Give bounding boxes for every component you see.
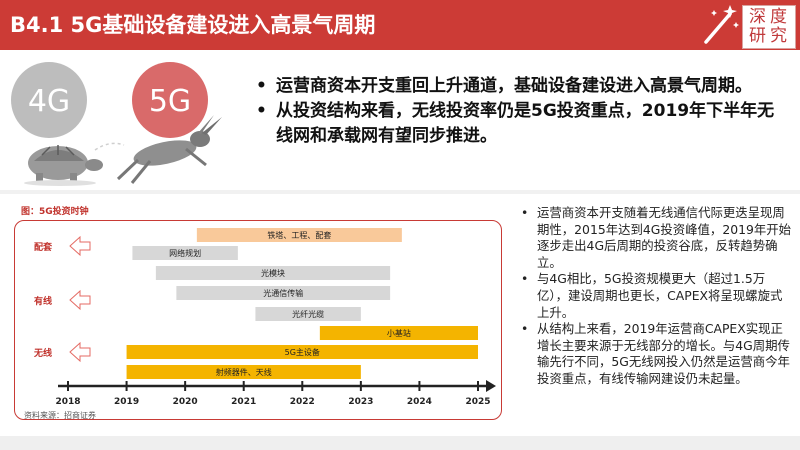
analysis-point: 与4G相比，5G投资规模更大（超过1.5万亿），建设周期也更长，CAPEX将呈现… (518, 271, 793, 321)
analysis-points: 运营商资本开支随着无线通信代际更迭呈现周期性，2015年达到4G投资峰值，201… (518, 205, 793, 388)
gantt-bar-label: 光纤光缆 (292, 309, 324, 319)
gantt-bar-label: 射频器件、天线 (216, 367, 272, 377)
5g-label: 5G (149, 84, 191, 119)
x-tick-label: 2020 (173, 397, 198, 407)
gantt-bar-label: 网络规划 (169, 248, 201, 258)
gantt-bar (155, 266, 391, 280)
4g-circle (11, 62, 87, 138)
4g-label: 4G (28, 84, 70, 119)
divider (0, 190, 800, 194)
gantt-bar (319, 326, 478, 340)
key-points: 运营商资本开支重回上升通道，基础设备建设进入高景气周期。 从投资结构来看，无线投… (254, 74, 789, 149)
analysis-point: 运营商资本开支随着无线通信代际更迭呈现周期性，2015年达到4G投资峰值，201… (518, 205, 793, 271)
seal-char: 深 (749, 7, 766, 27)
hare-icon (116, 115, 222, 184)
x-tick-label: 2021 (231, 397, 256, 407)
key-point: 运营商资本开支重回上升通道，基础设备建设进入高景气周期。 (254, 74, 789, 99)
gantt-bar-label: 小基站 (387, 328, 411, 338)
left-arrow-icon (69, 341, 91, 363)
research-seal-logo: 深 度 研 究 (742, 5, 796, 49)
key-point: 从投资结构来看，无线投资率仍是5G投资重点，2019年下半年无线网和承载网有望同… (254, 99, 789, 149)
x-tick-label: 2025 (465, 397, 490, 407)
category-label: 有线 (34, 295, 52, 307)
seal-char: 度 (770, 7, 787, 27)
seal-char: 究 (770, 26, 787, 46)
x-tick-label: 2023 (348, 397, 373, 407)
gantt-bar (132, 246, 238, 260)
x-tick-label: 2019 (114, 397, 139, 407)
x-axis-arrow-icon (486, 380, 496, 392)
5g-circle (132, 62, 208, 138)
tortoise-icon (24, 145, 103, 186)
gantt-bar-label: 铁塔、工程、配套 (267, 230, 331, 240)
left-arrow-icon (69, 235, 91, 257)
gantt-bar (255, 307, 361, 321)
gantt-bar-label: 光通信传输 (263, 288, 303, 298)
tortoise-hare-illustration: 4G 5G (11, 62, 222, 186)
gantt-bar-label: 5G主设备 (285, 347, 320, 357)
header-bar: B4.1 5G基础设备建设进入高景气周期 深 度 研 究 (0, 0, 800, 50)
seal-char: 研 (749, 26, 766, 46)
chart-title: 图：5G投资时钟 (21, 207, 89, 217)
page-title: B4.1 5G基础设备建设进入高景气周期 (10, 13, 376, 37)
gantt-bar (126, 345, 479, 359)
chart-frame (14, 220, 502, 420)
left-arrow-icon (69, 289, 91, 311)
footer-bar (0, 436, 800, 450)
category-label: 无线 (33, 347, 52, 359)
gantt-bar (176, 286, 391, 300)
category-label: 配套 (34, 241, 53, 253)
x-tick-label: 2024 (407, 397, 432, 407)
x-tick-label: 2018 (55, 397, 80, 407)
gantt-bar (126, 365, 361, 379)
gantt-bar (196, 228, 402, 242)
analysis-point: 从结构上来看，2019年运营商CAPEX实现正增长主要来源于无线部分的增长。与4… (518, 321, 793, 387)
source-note: 资料来源：招商证券 (24, 411, 96, 420)
gantt-bar-label: 光模块 (261, 268, 285, 278)
x-tick-label: 2022 (290, 397, 315, 407)
magic-wand-icon (704, 5, 739, 44)
